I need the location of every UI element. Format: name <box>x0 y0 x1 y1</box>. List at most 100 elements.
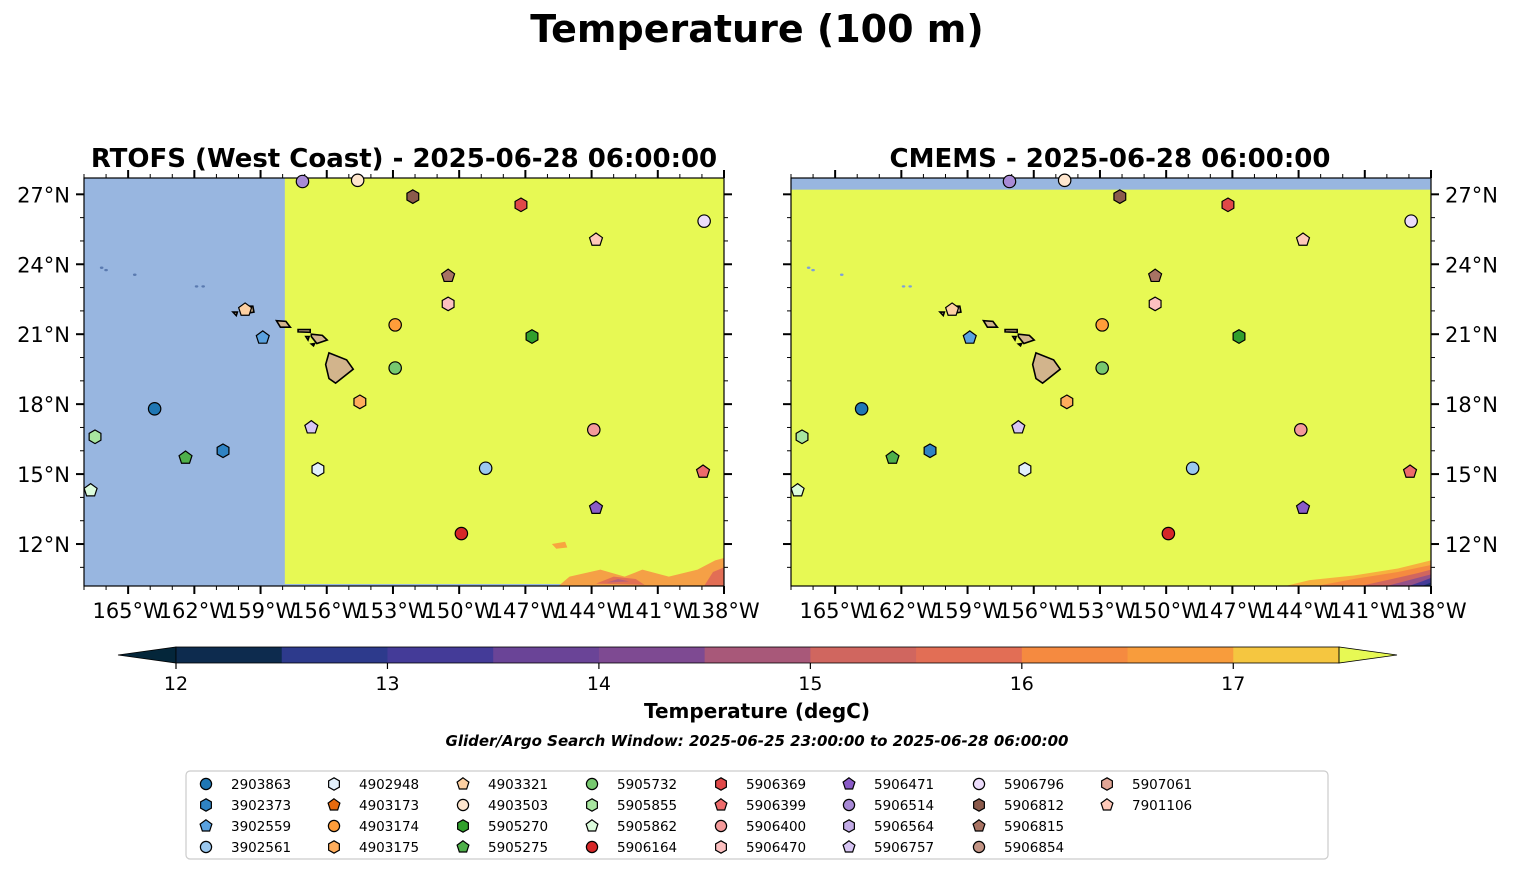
colorbar-bin <box>176 647 283 663</box>
legend-item-4902948: 4902948 <box>328 777 419 793</box>
legend-item-5906400: 5906400 <box>714 819 806 835</box>
legend-item-2903863: 2903863 <box>199 777 291 793</box>
x-tick-label: 165°W <box>799 599 871 623</box>
colorbar-tick-label: 15 <box>798 673 822 695</box>
legend-item-5906812: 5906812 <box>973 798 1064 814</box>
legend-item-5906815: 5906815 <box>972 819 1064 835</box>
float-marker-5906400 <box>1293 422 1308 437</box>
float-marker-5906369 <box>514 197 528 213</box>
float-marker-4903175 <box>353 394 367 410</box>
x-tick-label: 147°W <box>1197 599 1269 623</box>
x-tick-label: 153°W <box>1064 599 1136 623</box>
legend-marker-3902559 <box>199 819 213 832</box>
axes-cmems: 165°W162°W159°W156°W153°W150°W147°W144°W… <box>783 170 1498 623</box>
search-window-label: Glider/Argo Search Window: 2025-06-25 23… <box>446 732 1069 750</box>
legend-marker-3902373 <box>200 798 212 812</box>
legend-label: 4903175 <box>359 840 419 856</box>
x-tick-label: 156°W <box>291 599 363 623</box>
legend-marker-5906369 <box>715 777 727 791</box>
colorbar: 12 13 14 15 16 17 <box>117 646 1398 695</box>
colorbar-bin <box>493 647 600 663</box>
y-tick-label: 18°N <box>1445 393 1498 417</box>
legend: 2903863 3902373 3902559 3902561 4902948 49031… <box>185 770 1329 860</box>
colorbar-under-extend <box>117 646 177 664</box>
legend-marker-5906164 <box>585 840 599 854</box>
legend-marker-5906514 <box>842 798 856 812</box>
axes-rtofs: 165°W162°W159°W156°W153°W150°W147°W144°W… <box>17 170 760 623</box>
x-tick-label: 144°W <box>1263 599 1335 623</box>
x-tick-label: 141°W <box>622 599 694 623</box>
y-tick-label: 21°N <box>17 323 70 347</box>
legend-item-5906470: 5906470 <box>715 840 806 856</box>
legend-marker-5906854 <box>972 840 986 854</box>
colorbar-tick-label: 16 <box>1010 673 1034 695</box>
float-marker-4903321 <box>944 302 960 316</box>
legend-item-4903503: 4903503 <box>456 798 548 814</box>
float-marker-5906471 <box>588 500 604 515</box>
legend-item-5906164: 5906164 <box>585 840 677 856</box>
legend-label: 4903174 <box>359 819 419 835</box>
island-0 <box>324 351 355 385</box>
float-marker-4903503 <box>350 173 365 188</box>
islet-2 <box>132 273 137 276</box>
y-tick-label: 18°N <box>17 393 70 417</box>
legend-item-5906514: 5906514 <box>842 798 934 814</box>
legend-marker-5905855 <box>586 798 598 812</box>
colorbar-bin <box>387 647 494 663</box>
float-marker-5906369 <box>1221 197 1235 213</box>
x-tick-label: 165°W <box>92 599 164 623</box>
legend-label: 3902559 <box>231 819 291 835</box>
float-marker-5905862 <box>790 482 805 497</box>
legend-marker-5906399 <box>714 798 728 811</box>
colorbar-tick-label: 14 <box>587 673 611 695</box>
float-marker-5905275 <box>178 450 193 464</box>
temperature-field-rtofs <box>84 178 724 586</box>
float-marker-5906812 <box>406 189 420 205</box>
y-tick-label: 27°N <box>17 183 70 207</box>
legend-item-4903174: 4903174 <box>327 819 419 835</box>
legend-marker-4903321 <box>456 777 470 790</box>
colorbar-bin <box>916 647 1023 663</box>
islet-1 <box>811 268 815 272</box>
islet-3 <box>901 285 906 288</box>
legend-item-5905275: 5905275 <box>456 840 548 856</box>
legend-label: 5906471 <box>874 777 934 793</box>
float-marker-5906399 <box>695 464 711 478</box>
float-marker-5906514 <box>295 174 310 189</box>
field-background <box>791 178 1431 586</box>
island-6 <box>1011 335 1018 342</box>
float-marker-5905270 <box>1232 329 1246 345</box>
float-marker-5906796 <box>697 214 711 228</box>
legend-label: 4903503 <box>488 798 548 814</box>
legend-item-5906854: 5906854 <box>972 840 1064 856</box>
float-marker-5906399 <box>1402 464 1418 478</box>
legend-label: 5906796 <box>1004 777 1064 793</box>
legend-label: 5906400 <box>746 819 806 835</box>
island-3 <box>274 319 292 329</box>
float-marker-3902559 <box>255 330 270 344</box>
legend-item-5906369: 5906369 <box>715 777 806 793</box>
legend-marker-5906815 <box>972 819 986 832</box>
float-marker-4903175 <box>1060 394 1074 410</box>
legend-item-5905862: 5905862 <box>585 819 677 835</box>
islet-0 <box>806 266 811 269</box>
float-marker-5906164 <box>1161 526 1176 541</box>
legend-item-4903175: 4903175 <box>328 840 419 856</box>
x-tick-label: 144°W <box>556 599 628 623</box>
legend-label: 5906164 <box>617 840 677 856</box>
legend-marker-3902561 <box>199 840 213 854</box>
temperature-field-cmems <box>791 178 1431 586</box>
legend-marker-2903863 <box>199 777 213 791</box>
legend-label: 5905270 <box>488 819 548 835</box>
float-marker-5905855 <box>795 429 809 445</box>
legend-marker-5906757 <box>842 840 856 853</box>
islet-4 <box>908 285 912 288</box>
colorbar-label: Temperature (degC) <box>644 699 870 723</box>
legend-marker-5906796 <box>972 777 986 791</box>
panel-title-rtofs: RTOFS (West Coast) - 2025-06-28 06:00:00 <box>91 144 717 174</box>
colorbar-bin <box>810 647 917 663</box>
float-marker-5906757 <box>304 419 319 434</box>
island-7 <box>1016 342 1023 348</box>
legend-marker-5906564 <box>843 819 855 833</box>
float-marker-5905270 <box>525 329 539 345</box>
